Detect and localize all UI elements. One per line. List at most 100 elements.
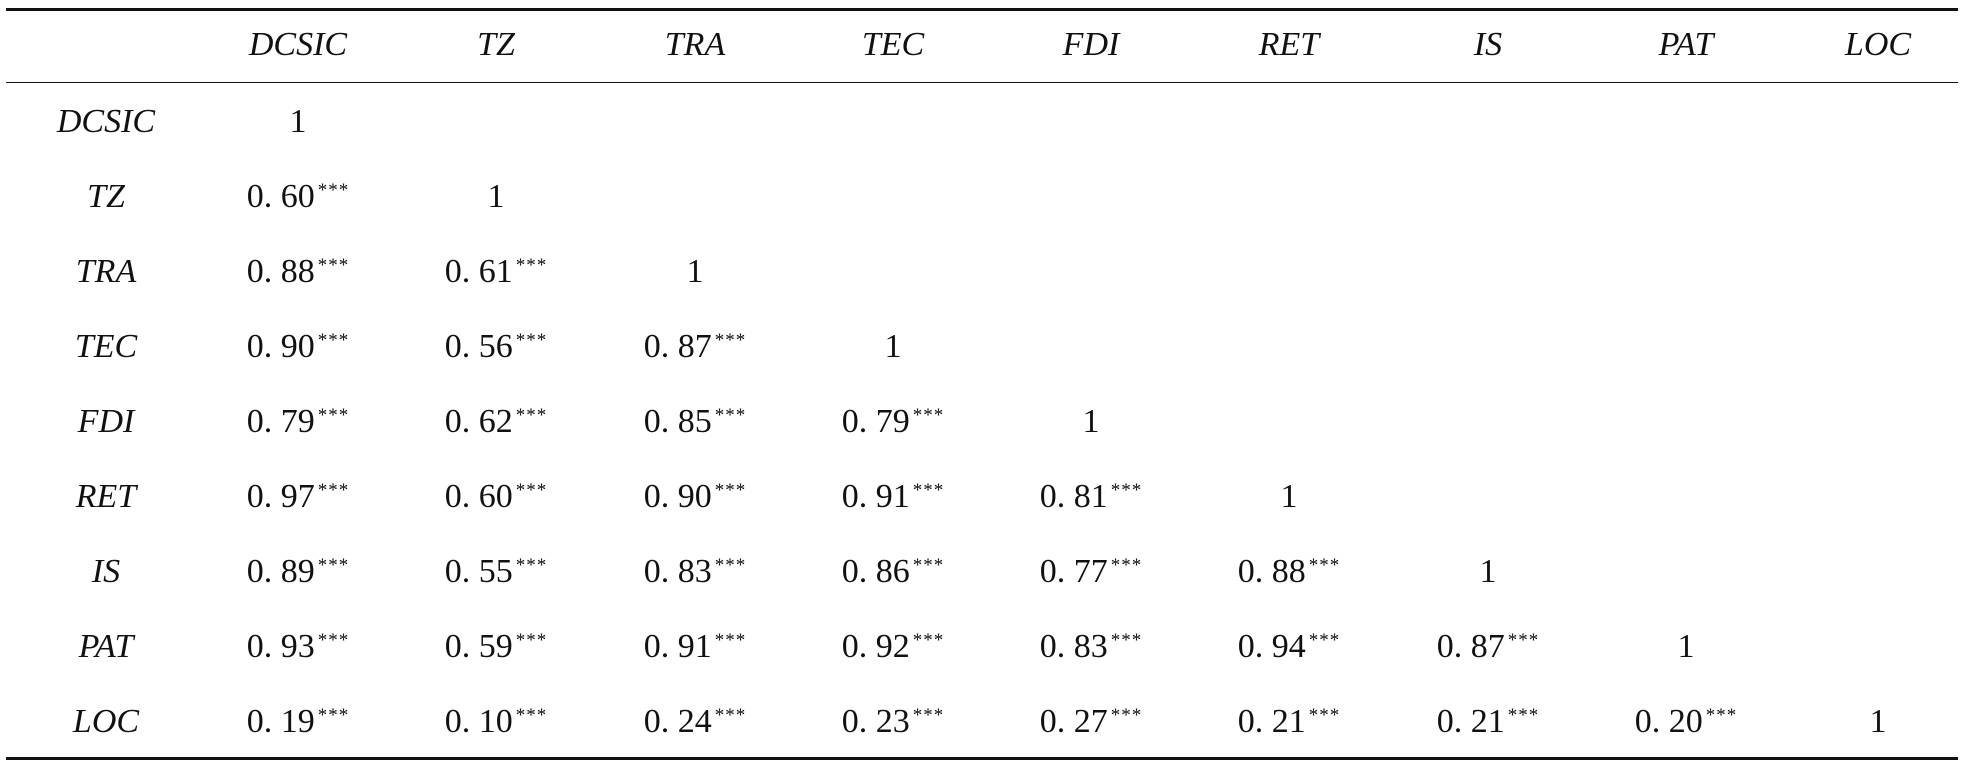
table-cell: 0. 83 *** xyxy=(597,534,793,609)
significance-marker: *** xyxy=(714,329,747,351)
cell-value: 0. 21 xyxy=(1436,702,1505,740)
column-header: TEC xyxy=(861,26,925,63)
significance-marker: *** xyxy=(1110,704,1143,726)
row-label: TZ xyxy=(87,177,125,215)
cell-value: 0. 24 xyxy=(643,702,712,740)
table-cell: 0. 77 *** xyxy=(993,534,1189,609)
column-header: LOC xyxy=(1844,26,1912,63)
row-label: RET xyxy=(75,477,137,515)
cell-value: 0. 89 xyxy=(246,552,315,590)
table-cell: 0. 83 *** xyxy=(993,609,1189,684)
table-row: PAT 0. 93 *** 0. 59 *** 0. 91 *** 0. 92 *** 0. 83… xyxy=(6,609,1958,684)
table-cell: 0. 62 *** xyxy=(398,384,594,459)
table-cell: 0. 21 *** xyxy=(1390,684,1586,759)
table-cell: 1 xyxy=(795,309,991,384)
table-cell: 0. 24 *** xyxy=(597,684,793,759)
cell-value: 0. 92 xyxy=(841,627,910,665)
table-cell: 0. 94 *** xyxy=(1191,609,1387,684)
cell-value: 0. 97 xyxy=(246,477,315,515)
significance-marker: *** xyxy=(317,329,350,351)
table-cell: 0. 93 *** xyxy=(200,609,396,684)
significance-marker: *** xyxy=(714,554,747,576)
cell-value: 0. 91 xyxy=(643,627,712,665)
table-cell: 1 xyxy=(993,384,1189,459)
cell-value: 0. 81 xyxy=(1039,477,1108,515)
cell-value: 0. 93 xyxy=(246,627,315,665)
significance-marker: *** xyxy=(1507,704,1540,726)
significance-marker: *** xyxy=(515,704,548,726)
cell-value: 0. 60 xyxy=(444,477,513,515)
cell-value: 0. 79 xyxy=(246,402,315,440)
cell-value: 0. 87 xyxy=(643,327,712,365)
cell-value: 1 xyxy=(1677,627,1695,665)
cell-value: 0. 91 xyxy=(841,477,910,515)
table-row: DCSIC 1 xyxy=(6,84,1958,159)
table-cell: 0. 19 *** xyxy=(200,684,396,759)
significance-marker: *** xyxy=(317,479,350,501)
table-cell: 0. 87 *** xyxy=(597,309,793,384)
table-cell: 0. 88 *** xyxy=(200,234,396,309)
cell-value: 0. 10 xyxy=(444,702,513,740)
significance-marker: *** xyxy=(317,254,350,276)
cell-value: 0. 88 xyxy=(246,252,315,290)
column-header: PAT xyxy=(1658,26,1714,63)
cell-value: 0. 55 xyxy=(444,552,513,590)
table-cell: 0. 60 *** xyxy=(200,159,396,234)
cell-value: 0. 90 xyxy=(643,477,712,515)
significance-marker: *** xyxy=(912,629,945,651)
table-cell: 0. 59 *** xyxy=(398,609,594,684)
table-row: FDI 0. 79 *** 0. 62 *** 0. 85 *** 0. 79 *** 1 xyxy=(6,384,1958,459)
table-cell: 0. 90 *** xyxy=(200,309,396,384)
significance-marker: *** xyxy=(317,179,350,201)
cell-value: 0. 86 xyxy=(841,552,910,590)
cell-value: 0. 27 xyxy=(1039,702,1108,740)
column-header: RET xyxy=(1258,26,1320,63)
table-cell: 0. 56 *** xyxy=(398,309,594,384)
cell-value: 1 xyxy=(1869,702,1887,740)
table-row: RET 0. 97 *** 0. 60 *** 0. 90 *** 0. 91 *** 0. 81… xyxy=(6,459,1958,534)
table-cell: 0. 89 *** xyxy=(200,534,396,609)
cell-value: 0. 62 xyxy=(444,402,513,440)
table-cell: 0. 87 *** xyxy=(1390,609,1586,684)
significance-marker: *** xyxy=(515,329,548,351)
cell-value: 1 xyxy=(1479,552,1497,590)
table-cell: 0. 81 *** xyxy=(993,459,1189,534)
table-cell: 1 xyxy=(398,159,594,234)
cell-value: 0. 21 xyxy=(1237,702,1306,740)
significance-marker: *** xyxy=(714,704,747,726)
significance-marker: *** xyxy=(317,404,350,426)
cell-value: 1 xyxy=(1280,477,1298,515)
table-cell: 0. 91 *** xyxy=(597,609,793,684)
row-label: TRA xyxy=(75,252,137,290)
table-cell: 1 xyxy=(1191,459,1387,534)
table-cell: 0. 10 *** xyxy=(398,684,594,759)
table-cell: 0. 88 *** xyxy=(1191,534,1387,609)
row-label: FDI xyxy=(77,402,135,440)
significance-marker: *** xyxy=(1705,704,1738,726)
cell-value: 0. 56 xyxy=(444,327,513,365)
cell-value: 1 xyxy=(686,252,704,290)
table-cell: 0. 97 *** xyxy=(200,459,396,534)
significance-marker: *** xyxy=(317,629,350,651)
table-cell: 1 xyxy=(597,234,793,309)
table-top-rule xyxy=(6,8,1958,11)
table-cell: 0. 91 *** xyxy=(795,459,991,534)
table-cell: 0. 20 *** xyxy=(1588,684,1784,759)
cell-value: 0. 77 xyxy=(1039,552,1108,590)
significance-marker: *** xyxy=(515,254,548,276)
column-header: TZ xyxy=(477,26,515,63)
table-cell: 1 xyxy=(200,84,396,159)
table-row: TRA 0. 88 *** 0. 61 *** 1 xyxy=(6,234,1958,309)
column-header: FDI xyxy=(1062,26,1120,63)
table-cell: 0. 90 *** xyxy=(597,459,793,534)
significance-marker: *** xyxy=(1110,479,1143,501)
cell-value: 0. 85 xyxy=(643,402,712,440)
table-row: IS 0. 89 *** 0. 55 *** 0. 83 *** 0. 86 *** 0. 77 *… xyxy=(6,534,1958,609)
significance-marker: *** xyxy=(912,554,945,576)
cell-value: 1 xyxy=(289,102,307,140)
significance-marker: *** xyxy=(1308,554,1341,576)
significance-marker: *** xyxy=(714,629,747,651)
significance-marker: *** xyxy=(1110,629,1143,651)
cell-value: 0. 23 xyxy=(841,702,910,740)
cell-value: 0. 90 xyxy=(246,327,315,365)
